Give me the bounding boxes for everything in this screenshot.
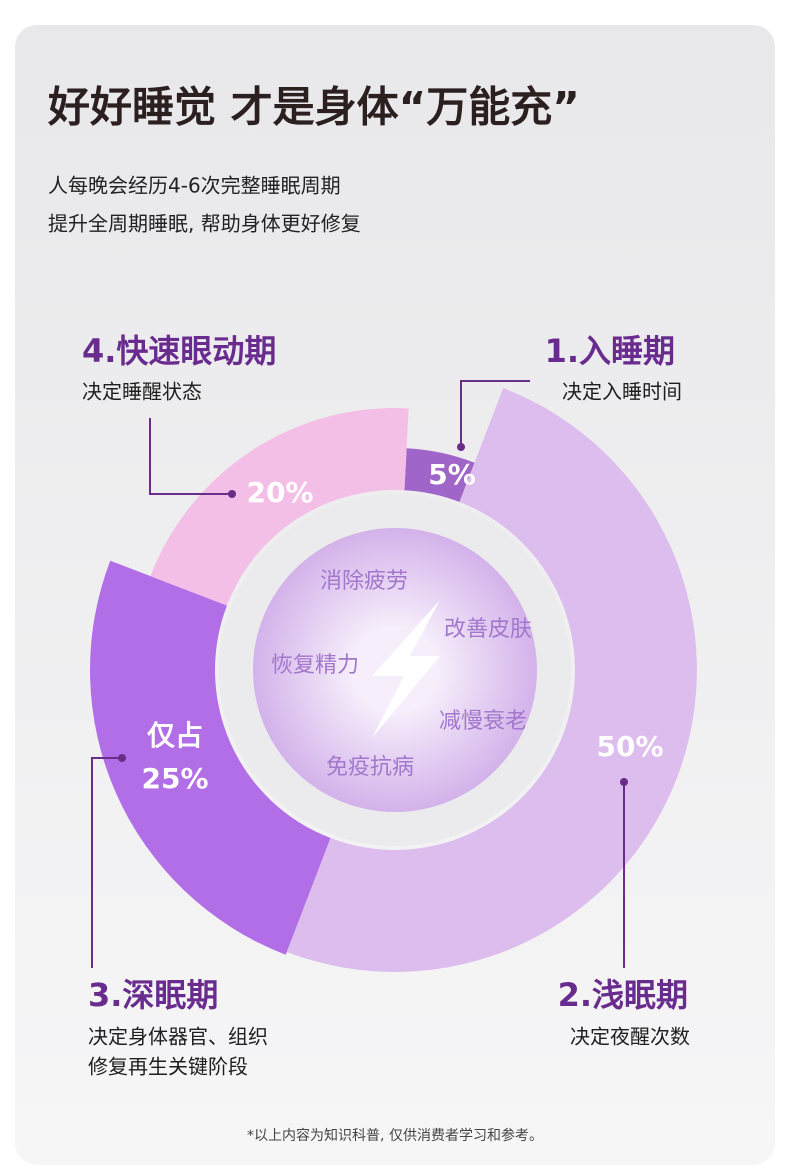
category-label: 4.快速眼动期 [82,332,276,370]
donut [89,388,697,972]
slice [404,448,475,502]
slice [150,408,409,606]
leader [91,757,122,968]
category-label: 1.入睡期 [545,332,675,370]
subtitle: 人每晚会经历4-6次完整睡眠周期 [48,174,341,198]
leader-dot [620,778,628,786]
leader [460,380,530,447]
bolt-icon [372,600,440,738]
value-label: 25% [141,762,208,795]
description: 决定睡醒状态 [82,380,202,404]
value-label: 5% [428,458,476,491]
description: 决定夜醒次数 [570,1025,690,1049]
center-label: 消除疲劳 [320,569,408,594]
category-label: 3.深眠期 [88,976,218,1014]
leader-dot [457,443,465,451]
value-label: 20% [246,476,313,509]
callout: 仅占 [147,719,203,752]
value-labels: 5% 50% 25% 20% [141,458,663,795]
leader-dot [118,754,126,762]
description: 修复再生关键阶段 [88,1055,248,1079]
value-label: 50% [596,730,663,763]
category-label: 2.浅眠期 [558,976,688,1014]
subtitle: 提升全周期睡眠, 帮助身体更好修复 [48,212,361,236]
center-label: 改善皮肤 [444,617,532,642]
leader-dot [228,490,236,498]
center-label: 恢复精力 [271,653,359,678]
description: 决定身体器官、组织 [88,1025,268,1049]
center-label: 免疫抗病 [326,755,414,780]
footnote: *以上内容为知识科普, 仅供消费者学习和参考。 [247,1127,543,1144]
slice [286,388,697,972]
center-label: 减慢衰老 [439,709,527,734]
leader [149,418,232,495]
description: 决定入睡时间 [562,380,682,404]
title: 好好睡觉 才是身体“万能充” [47,83,580,132]
slice [89,560,331,955]
